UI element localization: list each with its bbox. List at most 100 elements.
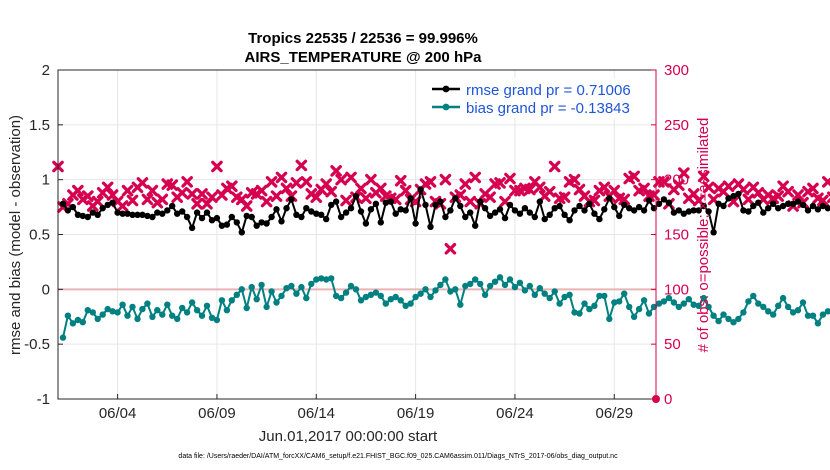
bias-point <box>427 293 434 301</box>
obs-marker <box>270 190 283 202</box>
obs-marker <box>504 172 516 185</box>
bias-point <box>442 276 449 283</box>
bias-point <box>84 307 92 314</box>
rmse-point <box>819 202 827 210</box>
rmse-point <box>675 207 682 214</box>
bias-point <box>606 315 613 323</box>
rmse-point <box>611 203 618 211</box>
obs-marker <box>817 194 829 207</box>
rmse-point <box>452 195 459 202</box>
bias-point <box>114 309 121 316</box>
bias-point <box>139 305 146 313</box>
rmse-point <box>402 207 409 214</box>
y2-tick-label: 250 <box>664 117 689 134</box>
x-tick-label: 06/04 <box>99 405 137 422</box>
bias-point <box>640 297 648 304</box>
bias-point <box>521 287 529 294</box>
obs-marker <box>146 184 159 197</box>
bias-point <box>149 313 156 320</box>
obs-marker <box>722 180 735 193</box>
bias-point <box>626 303 633 311</box>
rmse-point <box>427 223 434 230</box>
y-tick-label: -0.5 <box>24 336 50 353</box>
rmse-point <box>323 215 330 223</box>
rmse-point <box>104 201 111 209</box>
bias-point <box>323 276 330 283</box>
legend-rmse-label: rmse grand pr = 0.71006 <box>466 82 631 99</box>
x-tick-label: 06/24 <box>496 405 534 422</box>
bias-point <box>432 287 439 294</box>
bias-point <box>770 311 777 318</box>
bias-point <box>670 299 678 306</box>
rmse-point <box>313 210 320 217</box>
axis-ticks: 06/04 06/09 06/14 06/19 06/24 06/29 2 1.5 1 0.5 0 -… <box>24 62 689 422</box>
rmse-point <box>183 213 191 221</box>
rmse-point <box>278 218 285 225</box>
rmse-point <box>467 209 474 216</box>
bias-point <box>238 286 245 293</box>
bias-point <box>129 303 136 311</box>
rmse-point <box>710 229 717 236</box>
bias-point <box>735 315 742 323</box>
rmse-point <box>472 222 479 229</box>
rmse-point <box>576 202 583 210</box>
bias-point <box>695 302 702 309</box>
rmse-point <box>477 198 484 205</box>
y-tick-label: 2 <box>42 62 50 79</box>
rmse-point <box>357 208 365 215</box>
y-tick-label: 1 <box>42 172 50 189</box>
rmse-point <box>372 200 380 207</box>
rmse-point <box>293 211 300 218</box>
obs-marker <box>678 167 690 179</box>
bias-point <box>740 309 747 316</box>
obs-marker <box>822 176 830 188</box>
rmse-point <box>397 206 404 213</box>
rmse-point <box>367 206 375 213</box>
rmse-point <box>606 195 613 202</box>
obs-marker <box>265 176 278 188</box>
y-tick-label: 0 <box>42 281 50 298</box>
rmse-point <box>99 205 106 212</box>
bias-point <box>486 282 494 290</box>
rmse-point <box>511 207 519 214</box>
rmse-point <box>705 208 712 215</box>
y-tick-label: -1 <box>37 391 50 408</box>
rmse-point <box>626 205 633 212</box>
obs-marker <box>782 185 794 198</box>
bias-point <box>124 312 131 319</box>
rmse-point <box>770 200 777 207</box>
rmse-point <box>208 217 216 224</box>
bias-point <box>377 292 384 300</box>
bias-point <box>228 297 235 304</box>
rmse-point <box>84 213 92 221</box>
bias-point <box>794 307 802 314</box>
rmse-point <box>581 207 588 214</box>
bias-point <box>526 282 533 290</box>
obs-marker <box>375 182 387 195</box>
rmse-point <box>630 207 638 214</box>
bias-point <box>462 282 469 290</box>
rmse-point <box>233 219 240 226</box>
obs-marker <box>772 190 784 202</box>
bias-point <box>556 300 563 307</box>
obs-marker <box>101 181 114 194</box>
bias-point <box>352 286 360 293</box>
rmse-point <box>228 213 235 221</box>
bias-point <box>645 310 653 317</box>
rmse-point <box>730 192 737 200</box>
bias-point <box>705 303 712 311</box>
rmse-point <box>119 210 126 217</box>
bias-point <box>715 317 722 325</box>
obs-marker <box>792 189 804 201</box>
rmse-point <box>188 224 196 232</box>
rmse-point <box>536 198 543 205</box>
obs-marker <box>394 174 407 187</box>
bias-point <box>347 282 355 290</box>
rmse-point <box>273 206 280 213</box>
chart-subtitle: AIRS_TEMPERATURE @ 200 hPa <box>245 49 483 66</box>
obs-marker <box>464 195 477 208</box>
rmse-point <box>541 215 548 223</box>
bias-point <box>819 311 827 318</box>
rmse-point <box>809 202 817 210</box>
rmse-point <box>298 213 305 221</box>
